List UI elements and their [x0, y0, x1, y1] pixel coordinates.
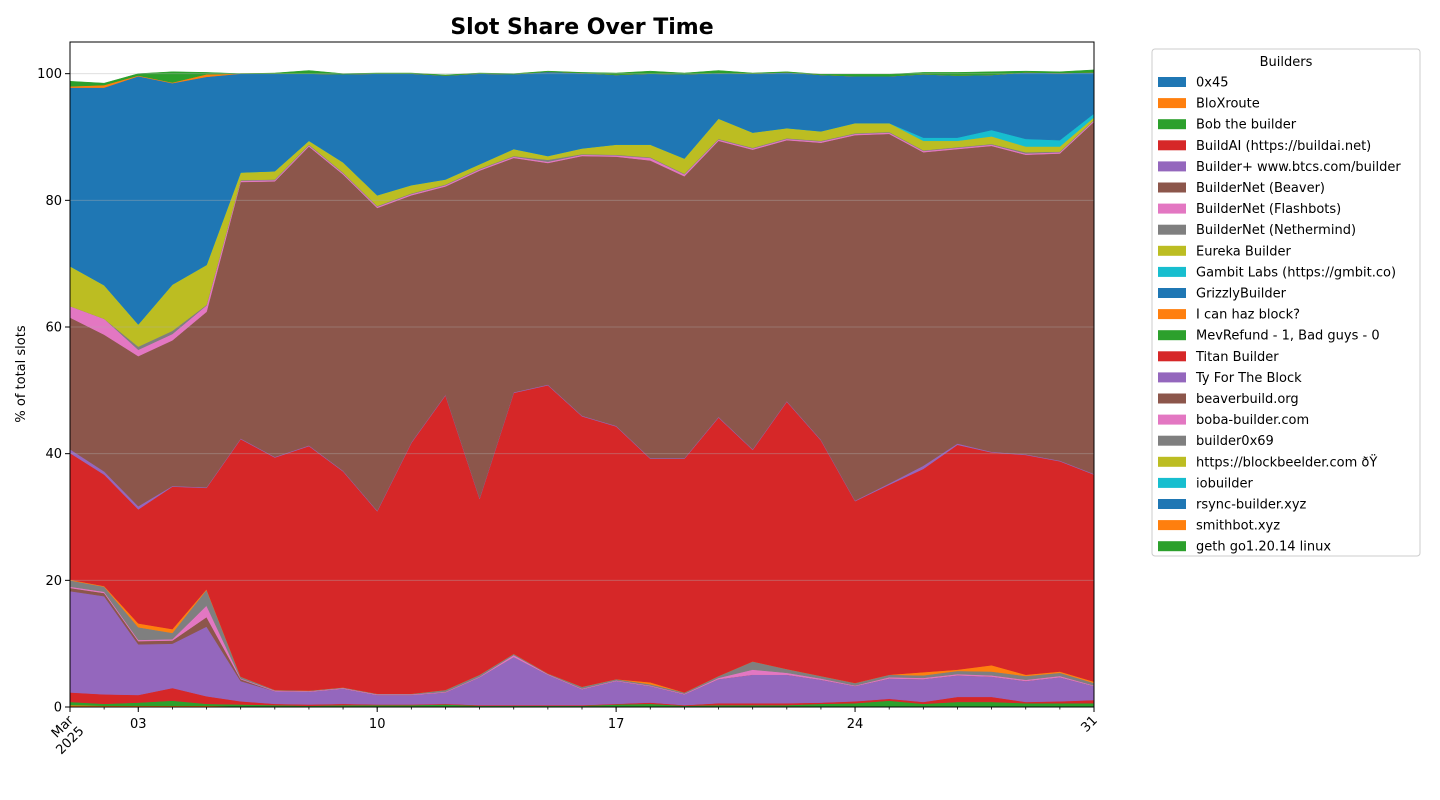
legend-swatch-15: [1158, 393, 1186, 404]
legend-swatch-2: [1158, 119, 1186, 130]
legend: Builders 0x45 BloXroute Bob the builder Bui…: [1151, 48, 1421, 557]
x-tick-label-2: 10: [369, 717, 386, 732]
legend-label-4: Builder+ www.btcs.com/builder: [1196, 160, 1401, 175]
y-tick-label-3: 60: [45, 321, 62, 336]
legend-swatch-4: [1158, 161, 1186, 172]
legend-swatch-21: [1158, 520, 1186, 531]
legend-swatch-14: [1158, 372, 1186, 383]
legend-label-12: MevRefund - 1, Bad guys - 0: [1196, 329, 1380, 344]
y-tick-label-0: 0: [54, 701, 62, 716]
legend-label-2: Bob the builder: [1196, 118, 1297, 133]
legend-label-9: Gambit Labs (https://gmbit.co): [1196, 265, 1396, 280]
legend-label-8: Eureka Builder: [1196, 244, 1292, 259]
legend-label-11: I can haz block?: [1196, 308, 1300, 323]
legend-swatch-10: [1158, 288, 1186, 298]
legend-label-10: GrizzlyBuilder: [1196, 287, 1287, 302]
legend-swatch-5: [1158, 182, 1186, 193]
legend-swatch-12: [1158, 330, 1186, 341]
area-series-group: [69, 69, 1095, 708]
x-tick-label-3: 17: [608, 717, 625, 732]
legend-label-7: BuilderNet (Nethermind): [1196, 223, 1356, 238]
legend-label-22: geth go1.20.14 linux: [1196, 540, 1331, 555]
y-tick-label-1: 20: [45, 574, 62, 589]
legend-label-14: Ty For The Block: [1195, 371, 1302, 386]
y-tick-label-5: 100: [37, 67, 62, 82]
legend-swatch-9: [1158, 266, 1186, 277]
legend-swatch-6: [1158, 203, 1186, 214]
legend-swatch-13: [1158, 351, 1186, 362]
legend-title: Builders: [1260, 55, 1313, 70]
legend-label-0: 0x45: [1196, 76, 1229, 91]
y-tick-label-2: 40: [45, 447, 62, 462]
legend-swatch-22: [1158, 541, 1186, 552]
legend-swatch-20: [1158, 499, 1186, 509]
x-tick-label-5-0: 31: [1079, 713, 1101, 735]
legend-label-15: beaverbuild.org: [1196, 392, 1299, 407]
legend-swatch-0: [1158, 77, 1186, 87]
legend-label-20: rsync-builder.xyz: [1196, 498, 1307, 513]
chart-title: Slot Share Over Time: [450, 15, 713, 40]
legend-swatch-19: [1158, 477, 1186, 488]
x-tick-label-4: 24: [847, 717, 864, 732]
legend-label-17: builder0x69: [1196, 434, 1274, 449]
legend-label-18: https://blockbeelder.com ðŸ: [1196, 454, 1377, 470]
legend-swatch-8: [1158, 245, 1186, 256]
legend-label-3: BuildAI (https://buildai.net): [1196, 139, 1371, 154]
legend-frame: [1151, 48, 1421, 557]
legend-swatch-3: [1158, 140, 1186, 151]
legend-swatch-1: [1158, 98, 1186, 109]
legend-swatch-16: [1158, 414, 1186, 425]
legend-swatch-11: [1158, 309, 1186, 320]
legend-swatch-18: [1158, 456, 1186, 467]
legend-label-5: BuilderNet (Beaver): [1196, 181, 1325, 196]
legend-label-21: smithbot.xyz: [1196, 519, 1280, 534]
legend-label-19: iobuilder: [1196, 476, 1254, 491]
legend-label-16: boba-builder.com: [1196, 413, 1309, 428]
legend-label-13: Titan Builder: [1195, 350, 1279, 365]
legend-swatch-17: [1158, 435, 1186, 446]
x-tick-label-1: 03: [130, 717, 147, 732]
legend-label-1: BloXroute: [1196, 97, 1260, 112]
y-axis-label: % of total slots: [14, 325, 29, 422]
y-tick-label-4: 80: [45, 194, 62, 209]
x-tick-label-group-5: 31: [1079, 713, 1101, 735]
legend-swatch-7: [1158, 224, 1186, 235]
legend-label-6: BuilderNet (Flashbots): [1196, 202, 1341, 217]
